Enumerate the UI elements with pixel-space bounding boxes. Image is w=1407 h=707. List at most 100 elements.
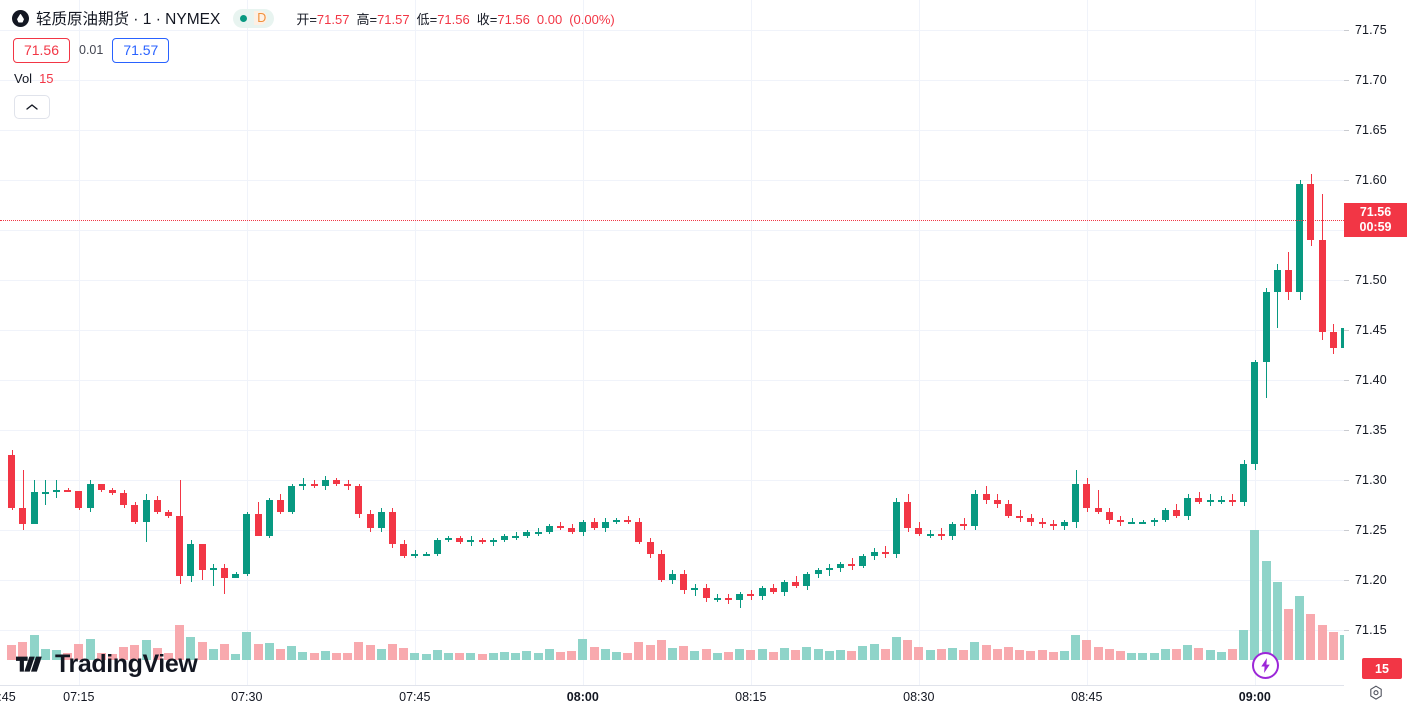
volume-bar: [175, 625, 185, 660]
realtime-lightning-badge[interactable]: [1252, 652, 1279, 679]
bid-price-button[interactable]: 71.56: [13, 37, 70, 63]
candle-body: [299, 484, 307, 486]
volume-bar: [219, 644, 229, 660]
candle-body: [657, 554, 665, 580]
volume-bar: [275, 649, 285, 660]
volume-bar: [1261, 561, 1271, 660]
candle-body: [1128, 522, 1136, 524]
candle-wick: [1154, 518, 1155, 526]
candle-body: [64, 490, 72, 492]
volume-bar: [611, 651, 621, 660]
candle-body: [523, 532, 531, 536]
candle-wick: [829, 564, 830, 576]
candle-body: [859, 556, 867, 566]
volume-bar: [85, 638, 95, 660]
volume-bar: [376, 648, 386, 660]
volume-bar: [712, 652, 722, 660]
candle-body: [120, 493, 128, 505]
candle-body: [1004, 504, 1012, 516]
candle-body: [41, 492, 49, 494]
chart-plot-area[interactable]: [0, 0, 1344, 685]
volume-bar: [1295, 595, 1305, 660]
volume-bar: [544, 649, 554, 660]
volume-bar: [768, 651, 778, 660]
candle-body: [646, 542, 654, 554]
candle-wick: [23, 470, 24, 530]
volume-bar: [443, 653, 453, 660]
price-tick: 71.40: [1344, 371, 1407, 389]
grid-line-vertical: [583, 0, 584, 685]
candle-body: [1150, 520, 1158, 522]
grid-layer: [0, 0, 1344, 685]
volume-bar: [1127, 652, 1137, 660]
volume-bar: [981, 645, 991, 660]
candle-body: [512, 536, 520, 538]
volume-bar: [51, 650, 61, 660]
high-label: 高=: [356, 11, 378, 27]
candle-body: [176, 516, 184, 576]
candle-body: [30, 492, 38, 524]
symbol-title[interactable]: 轻质原油期货 · 1 · NYMEX: [36, 11, 221, 28]
candle-body: [366, 514, 374, 528]
volume-bar: [914, 646, 924, 660]
volume-bar: [107, 654, 117, 660]
volume-bar: [555, 651, 565, 660]
volume-bar: [1071, 635, 1081, 660]
candle-body: [960, 524, 968, 526]
volume-bar: [589, 646, 599, 660]
candle-body: [590, 522, 598, 528]
candle-body: [86, 484, 94, 508]
session-badge[interactable]: D: [233, 8, 275, 28]
ask-price-button[interactable]: 71.57: [112, 37, 170, 63]
price-scale[interactable]: 71.75 71.70 71.65 71.60 71.50 71.45 71.40 71.35…: [1344, 0, 1407, 707]
candle-body: [601, 522, 609, 528]
collapse-pane-button[interactable]: [14, 95, 50, 119]
candle-wick: [56, 480, 57, 498]
candle-wick: [1132, 518, 1133, 524]
candlestick-series: [8, 174, 1344, 608]
volume-bar: [499, 651, 509, 660]
candle-body: [332, 480, 340, 484]
price-tick: 71.50: [1344, 271, 1407, 289]
candle-body: [131, 505, 139, 522]
candle-body: [1116, 520, 1124, 522]
volume-bar: [634, 641, 644, 660]
volume-bar: [925, 650, 935, 660]
candle-body: [1195, 498, 1203, 502]
bar-countdown: 00:59: [1359, 220, 1392, 234]
candle-body: [691, 588, 699, 590]
price-tick: 71.75: [1344, 21, 1407, 39]
volume-bar: [320, 650, 330, 660]
volume-bar: [858, 646, 868, 660]
volume-label: Vol: [14, 71, 33, 86]
candle-body: [870, 552, 878, 556]
volume-legend[interactable]: Vol 15: [14, 71, 615, 86]
volume-bar: [1015, 650, 1025, 660]
time-scale[interactable]: 07:15 07:30 07:45 08:00 08:15 08:30 08:45 09:00…: [0, 685, 1344, 707]
time-tick: 07:30: [231, 690, 263, 704]
candle-body: [164, 512, 172, 516]
volume-value-badge[interactable]: 15: [1362, 658, 1402, 679]
current-price-badge[interactable]: 71.56 00:59: [1344, 203, 1407, 237]
candle-body: [836, 564, 844, 568]
price-tick: 71.70: [1344, 71, 1407, 89]
volume-bar: [1283, 609, 1293, 660]
grid-line-horizontal: [0, 480, 1344, 481]
candle-wick: [1277, 264, 1278, 328]
grid-line-vertical: [415, 0, 416, 685]
candle-body: [232, 574, 240, 578]
gear-icon[interactable]: [1368, 685, 1384, 701]
grid-line-vertical: [919, 0, 920, 685]
oil-drop-icon: [12, 9, 29, 27]
volume-bar: [1149, 652, 1159, 660]
grid-line-vertical: [79, 0, 80, 685]
volume-bar: [578, 638, 588, 660]
candle-body: [467, 540, 475, 542]
candle-body: [758, 588, 766, 596]
candle-body: [1184, 498, 1192, 516]
volume-bar: [264, 642, 274, 660]
volume-bar: [208, 649, 218, 660]
candle-body: [612, 520, 620, 522]
candle-body: [1307, 184, 1315, 240]
grid-line-horizontal: [0, 180, 1344, 181]
